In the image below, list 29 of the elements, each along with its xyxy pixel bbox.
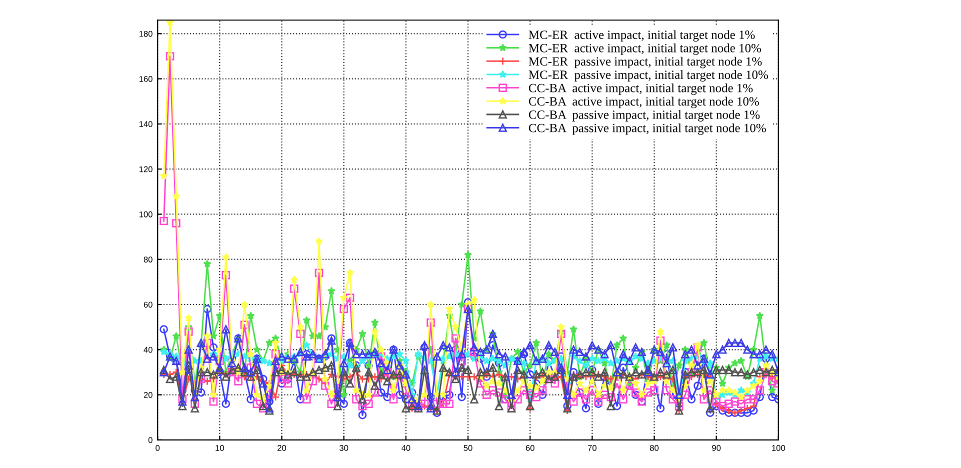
legend-label: MC-ER active impact, initial target node 10% — [528, 44, 762, 55]
x-tick-label: 80 — [650, 445, 659, 451]
y-tick-label: 100 — [139, 211, 152, 218]
y-tick-label: 140 — [139, 121, 152, 128]
y-tick-label: 80 — [144, 256, 152, 262]
y-tick-label: 60 — [144, 302, 152, 308]
legend-label: CC-BA passive impact, initial target node 1% — [528, 110, 760, 122]
legend-label: CC-BA active impact, initial target node 10% — [528, 96, 759, 108]
legend-label: MC-ER passive impact, initial target node 10% — [528, 70, 768, 82]
legend-label: CC-BA active impact, initial target node 1% — [528, 83, 753, 95]
legend-label: CC-BA passive impact, initial target node 10% — [528, 123, 766, 135]
legend-label: MC-ER active impact, initial target node 1% — [528, 30, 755, 42]
x-tick-label: 70 — [588, 445, 596, 451]
y-tick-label: 20 — [144, 392, 152, 398]
x-tick-label: 0 — [156, 445, 160, 451]
x-tick-label: 60 — [526, 445, 534, 451]
x-tick-label: 10 — [216, 445, 224, 451]
y-tick-label: 160 — [139, 76, 152, 82]
x-tick-label: 40 — [401, 445, 410, 451]
y-tick-label: 180 — [139, 30, 152, 37]
x-tick-label: 100 — [772, 445, 786, 451]
x-tick-label: 50 — [464, 445, 472, 451]
y-tick-label: 40 — [144, 346, 152, 353]
x-tick-label: 30 — [340, 445, 348, 451]
x-tick-label: 20 — [278, 445, 286, 451]
y-tick-label: 120 — [139, 166, 152, 172]
y-tick-label: 0 — [148, 437, 152, 444]
x-tick-label: 90 — [712, 445, 721, 451]
legend-label: MC-ER passive impact, initial target node 1% — [528, 56, 762, 68]
